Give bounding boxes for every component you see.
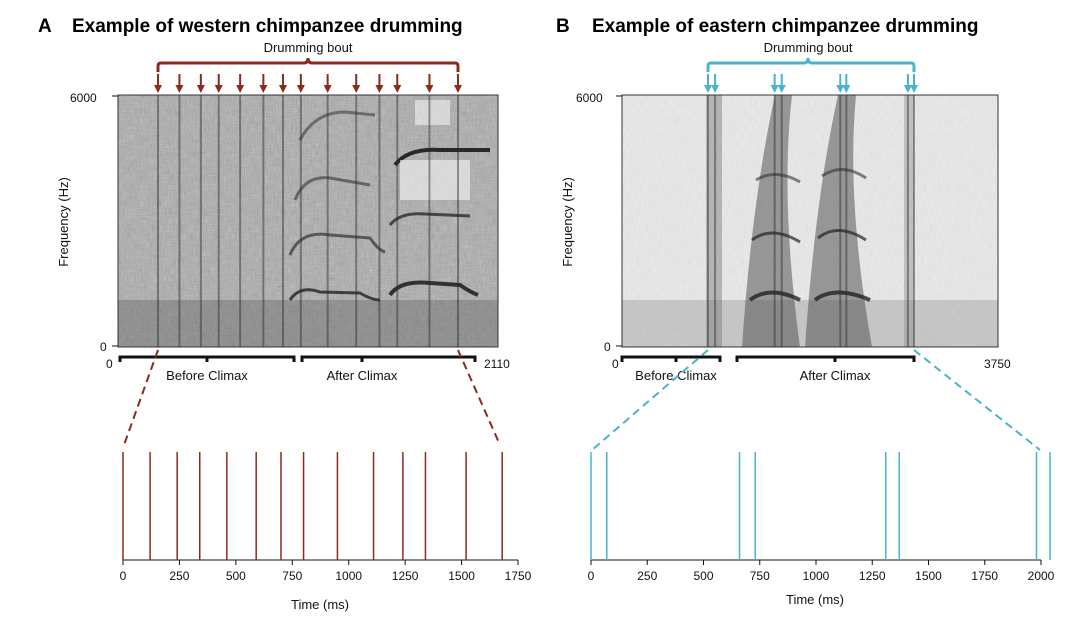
zoom-line-right [913,349,1041,451]
spectrogram [118,95,498,347]
beat-arrowhead [279,85,287,93]
beat-arrowhead [236,85,245,93]
before-climax-label: Before Climax [635,368,717,383]
beat-arrowhead [393,85,402,93]
beat-arrowhead [259,85,268,93]
freq-tick-top: 6000 [70,91,97,105]
x-tick-label: 2000 [1028,569,1055,583]
before-climax-label: Before Climax [166,368,248,383]
x-tick-label: 1000 [803,569,830,583]
x-tick-label: 1000 [335,569,362,583]
beat-arrowhead [842,85,851,93]
time-end: 3750 [984,357,1011,371]
freq-tick-top: 6000 [576,91,603,105]
x-tick-label: 750 [750,569,770,583]
beat-arrows [154,74,462,93]
bout-bracket [156,57,460,72]
x-axis-label: Time (ms) [786,592,844,607]
beat-arrowhead [196,85,205,93]
panel-title: Example of western chimpanzee drumming [72,16,463,37]
beat-arrowhead [836,85,845,93]
beat-plot: 0 250 500 750 1000 1250 1500 1750 [120,452,532,583]
beat-arrowhead [711,85,720,93]
x-tick-label: 1500 [915,569,942,583]
freq-tick-bottom: 0 [100,340,107,354]
beat-arrows [704,74,918,93]
x-tick-label: 1500 [448,569,475,583]
zoom-line-left [591,349,709,451]
x-tick-label: 0 [588,569,595,583]
bout-label: Drumming bout [264,40,353,55]
x-tick-label: 1250 [859,569,886,583]
y-axis-label: Frequency (Hz) [56,177,71,267]
beat-arrowhead [323,85,332,93]
time-start: 0 [106,357,113,371]
beat-arrowhead [214,85,223,93]
x-tick-label: 250 [637,569,657,583]
before-climax-bracket [620,355,722,362]
beat-arrowhead [296,85,305,93]
time-start: 0 [612,357,619,371]
zoom-line-left [123,349,159,446]
zoom-line-right [457,349,501,446]
beat-arrowhead [903,85,912,93]
beat-arrowhead [425,85,434,93]
y-axis-label: Frequency (Hz) [560,177,575,267]
beat-arrowhead [910,85,918,93]
after-climax-label: After Climax [327,368,398,383]
time-end: 2110 [484,357,510,371]
panel-a: A Example of western chimpanzee drumming… [38,16,532,612]
bout-label: Drumming bout [764,40,853,55]
x-tick-label: 1750 [971,569,998,583]
beat-arrowhead [777,85,786,93]
beat-arrowhead [375,85,384,93]
freq-tick-bottom: 0 [604,340,611,354]
after-climax-bracket [300,355,477,362]
panel-b: B Example of eastern chimpanzee drumming… [556,16,1055,607]
x-tick-label: 500 [226,569,246,583]
after-climax-bracket [735,355,916,362]
x-tick-label: 750 [282,569,302,583]
panel-letter: A [38,16,52,37]
x-tick-label: 0 [120,569,127,583]
beat-arrowhead [154,85,162,93]
panel-letter: B [556,16,570,37]
x-tick-label: 1250 [392,569,419,583]
beat-plot: 0 250 500 750 1000 1250 1500 1750 2000 [588,452,1055,583]
beat-arrowhead [352,85,361,93]
panel-title: Example of eastern chimpanzee drumming [592,16,978,37]
after-climax-label: After Climax [800,368,871,383]
bout-bracket [706,57,916,72]
beat-arrowhead [704,85,712,93]
beat-arrowhead [175,85,184,93]
spectrogram [622,95,998,347]
before-climax-bracket [118,355,296,362]
x-tick-label: 1750 [505,569,532,583]
x-tick-label: 250 [169,569,189,583]
x-tick-label: 500 [693,569,713,583]
beat-arrowhead [454,85,462,93]
beat-arrowhead [770,85,779,93]
x-axis-label: Time (ms) [291,597,349,612]
